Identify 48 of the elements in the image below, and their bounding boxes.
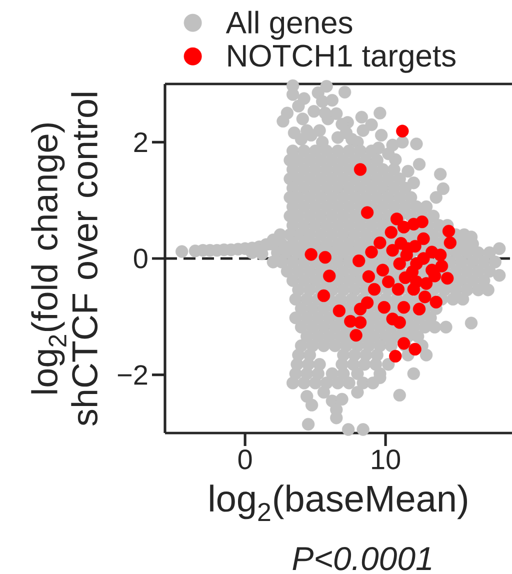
point — [407, 282, 420, 296]
point — [354, 302, 367, 316]
point — [397, 337, 410, 350]
point — [362, 270, 376, 283]
point — [390, 212, 404, 226]
y-tick-label: 0 — [134, 248, 148, 268]
point — [354, 316, 367, 329]
point — [354, 163, 367, 176]
point — [374, 236, 386, 250]
legend-label: NOTCH1 targets — [228, 44, 456, 73]
point — [386, 244, 399, 257]
point — [397, 220, 410, 234]
point — [382, 275, 395, 288]
point — [393, 257, 406, 270]
point — [417, 232, 430, 246]
point — [384, 226, 398, 239]
point — [434, 248, 447, 262]
point — [376, 264, 390, 276]
point — [428, 270, 442, 282]
point — [430, 296, 442, 308]
point — [420, 277, 433, 290]
point — [398, 271, 412, 284]
point — [350, 328, 362, 342]
legend-label: All genes — [226, 10, 352, 40]
point — [365, 246, 378, 258]
point — [332, 304, 346, 318]
point — [418, 290, 432, 304]
point — [444, 236, 457, 250]
y-tick-label: −2 — [118, 365, 148, 385]
text: P<0.0001 — [292, 546, 432, 570]
point — [441, 272, 454, 285]
point — [360, 206, 374, 219]
point — [378, 301, 390, 314]
point — [389, 350, 402, 363]
point — [318, 250, 332, 264]
point — [368, 282, 381, 296]
point — [317, 289, 330, 302]
point — [442, 224, 456, 238]
point — [417, 252, 430, 265]
point — [408, 342, 422, 356]
point — [435, 260, 448, 272]
point — [412, 302, 426, 316]
point — [396, 124, 409, 138]
point — [323, 270, 336, 282]
y-tick-label: 2 — [134, 132, 148, 152]
x-tick-label: 10 — [372, 450, 400, 470]
x-axis-title: log$_{2}$(baseMean) — [210, 484, 468, 521]
point — [393, 316, 406, 329]
